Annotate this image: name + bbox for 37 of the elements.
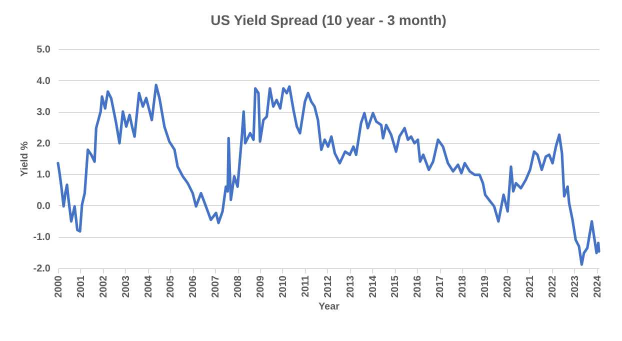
x-tick-label: 2018 — [458, 275, 469, 298]
y-tick-label: 4.0 — [36, 76, 51, 87]
x-tick-label: 2014 — [368, 275, 379, 298]
y-tick-label: 5.0 — [36, 44, 51, 56]
x-tick-label: 2022 — [547, 275, 558, 298]
y-tick-label: 0.0 — [36, 200, 51, 212]
x-tick-label: 2012 — [322, 275, 334, 298]
x-tick-label: 2010 — [278, 275, 289, 298]
x-tick-label: 2008 — [233, 275, 244, 298]
x-tick-label: 2005 — [166, 275, 177, 298]
line-series — [56, 84, 600, 266]
y-tick-label: -1.0 — [33, 232, 51, 244]
x-tick-label: 2020 — [502, 275, 514, 298]
x-tick-label: 2009 — [256, 275, 267, 298]
x-tick-label: 2017 — [435, 275, 446, 298]
x-tick-label: 2004 — [143, 275, 154, 298]
x-tick-label: 2007 — [210, 275, 222, 298]
y-tick-label: 1.0 — [36, 170, 51, 181]
x-tick-label: 2015 — [390, 275, 402, 298]
x-tick-label: 2001 — [76, 275, 87, 298]
x-tick-label: 2016 — [412, 275, 424, 298]
y-tick-label: -2.0 — [33, 264, 51, 274]
x-tick-label: 2006 — [188, 275, 200, 298]
y-tick-label: 3.0 — [36, 107, 51, 118]
x-tick-label: 2013 — [345, 275, 356, 298]
x-tick-label: 2011 — [300, 275, 312, 298]
x-axis-title: Year — [318, 302, 340, 313]
x-tick-label: 2024 — [592, 275, 604, 298]
x-tick-label: 2002 — [98, 275, 110, 298]
x-tick-label: 2023 — [570, 275, 581, 298]
x-tick-label: 2003 — [120, 275, 132, 298]
y-axis-title: Yield % — [19, 141, 30, 177]
chart-title: US Yield Spread (10 year - 3 month) — [210, 12, 446, 28]
x-tick-label: 2000 — [54, 275, 64, 298]
y-tick-label: 2.0 — [36, 138, 51, 150]
x-tick-label: 2019 — [480, 275, 492, 298]
x-tick-label: 2021 — [524, 275, 536, 298]
